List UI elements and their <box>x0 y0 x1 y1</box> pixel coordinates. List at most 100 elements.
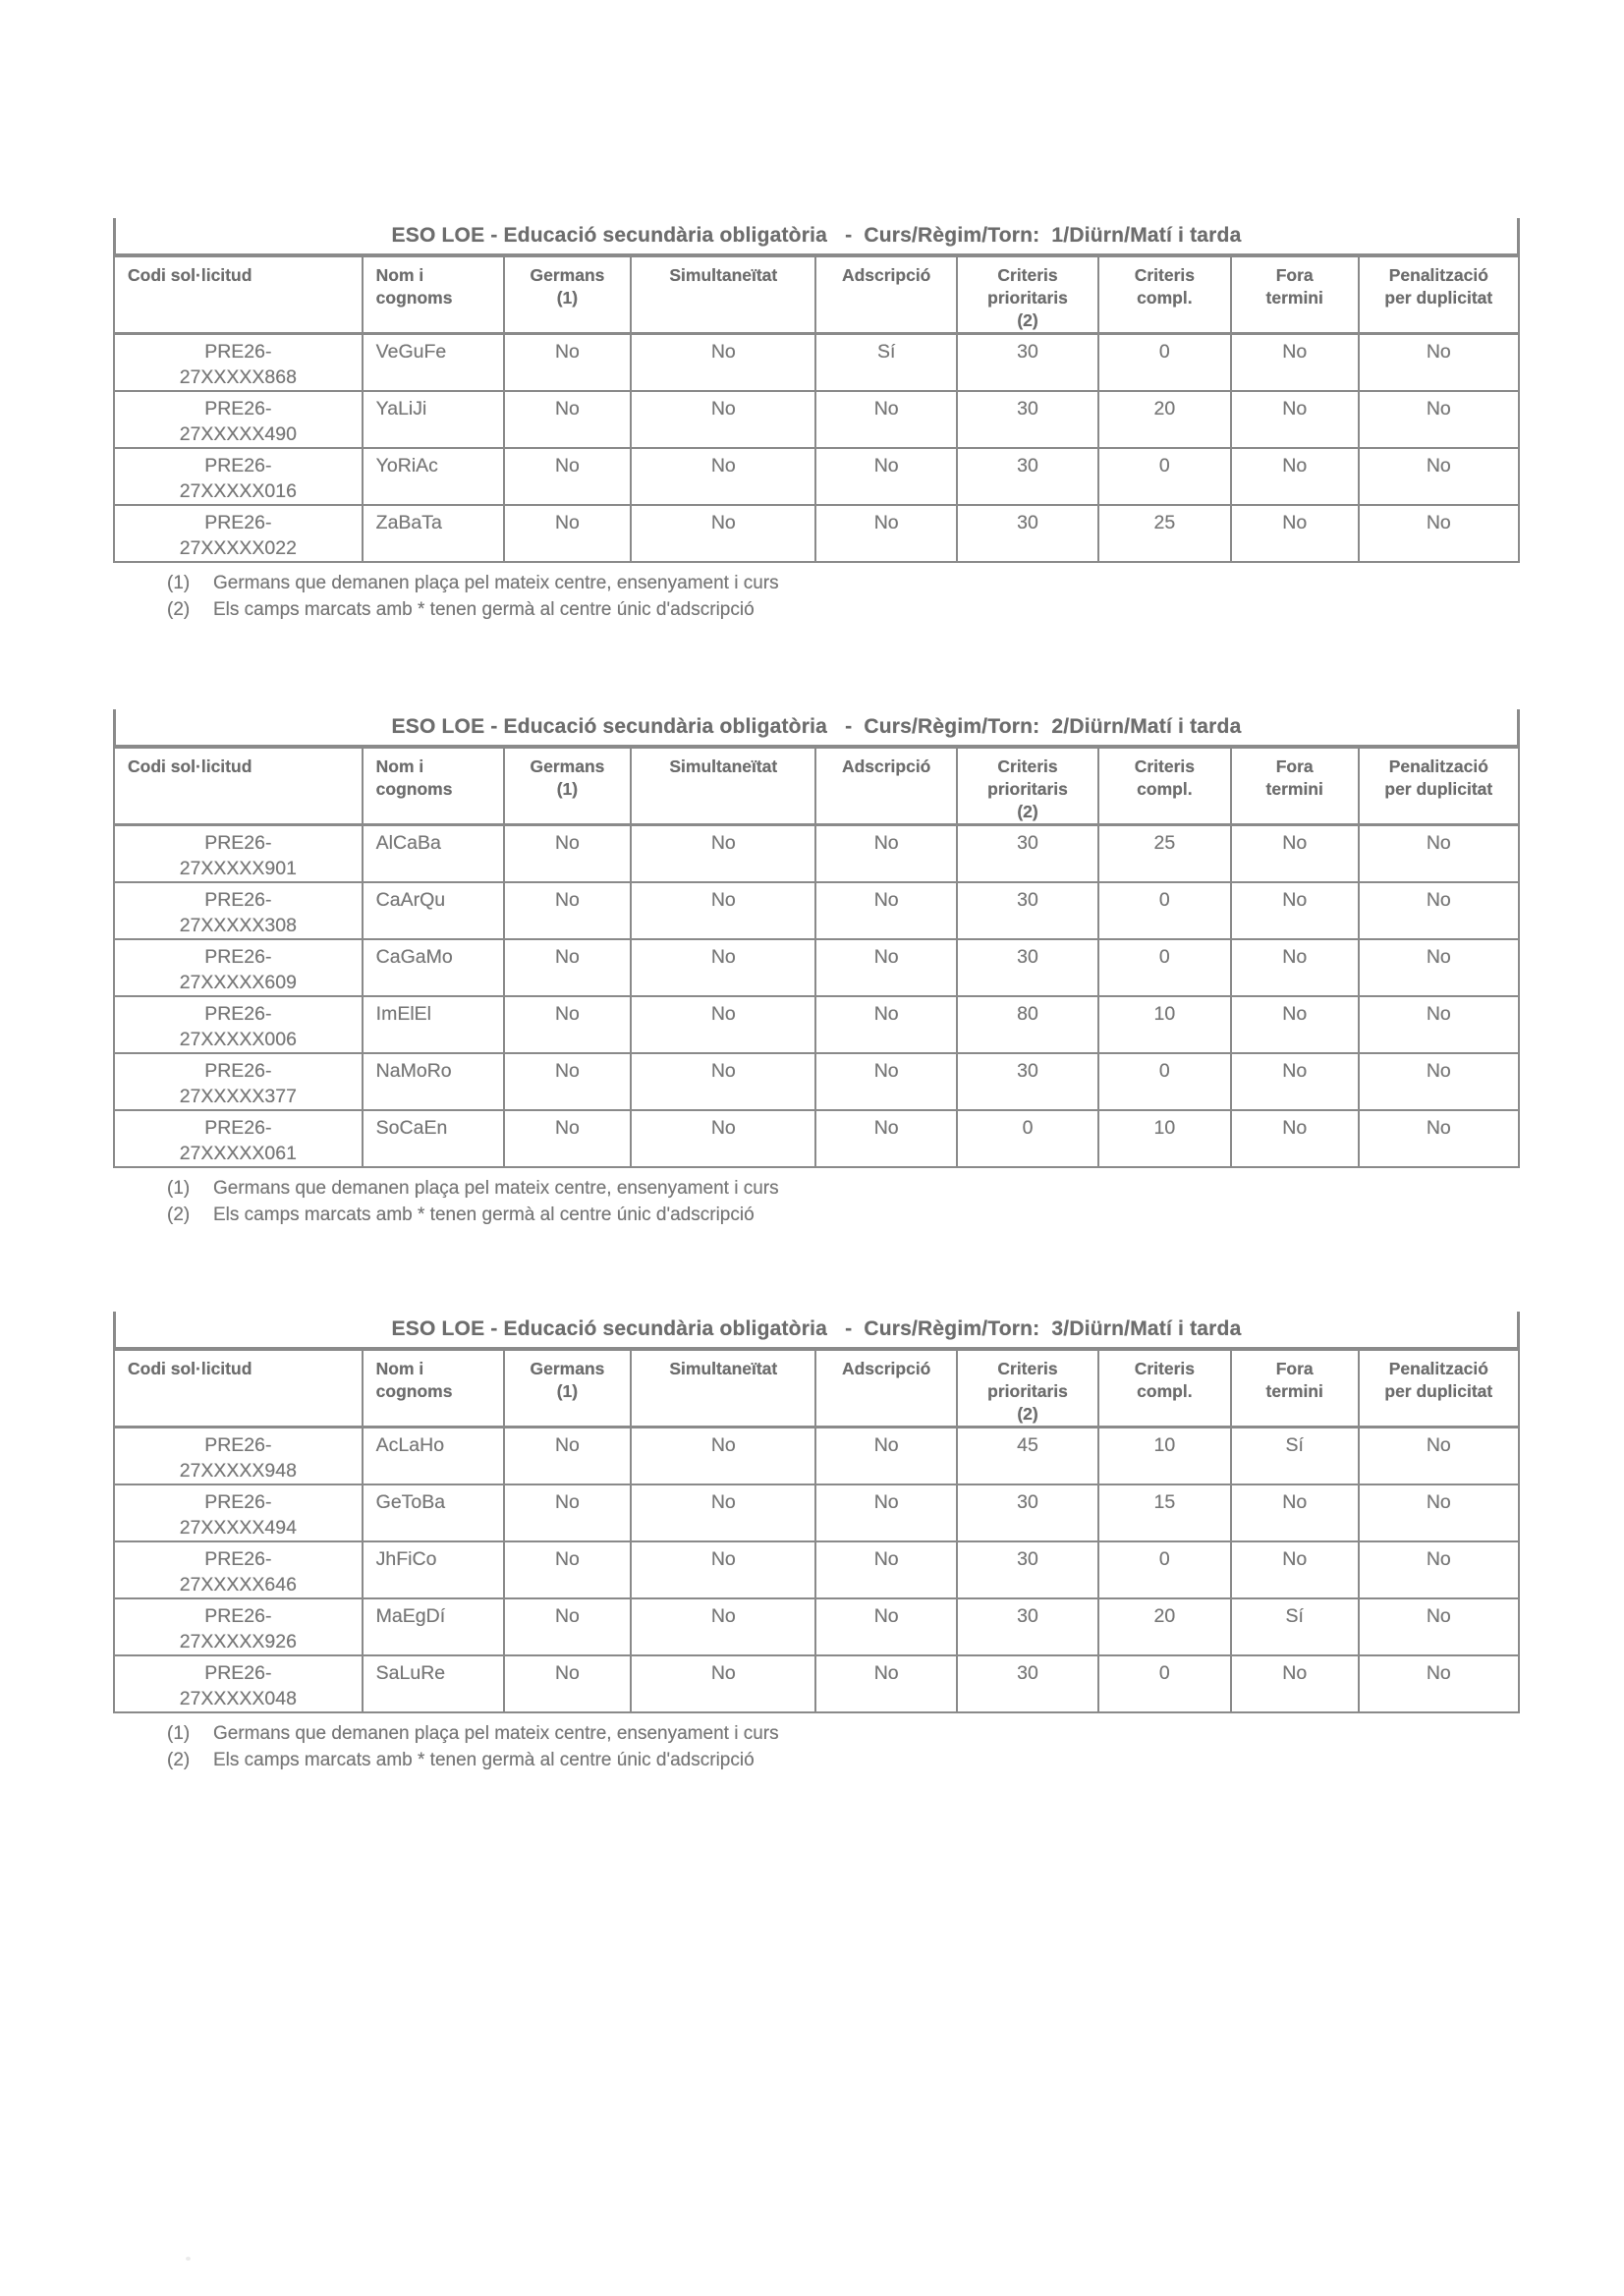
table-row: PRE26- 27XXXXX006 ImElEl No No No 80 10 No No <box>113 995 1521 1054</box>
footnote-text: Germans que demanen plaça pel mateix cen… <box>213 573 779 593</box>
adscripcio-cell: No <box>814 1540 959 1599</box>
footnote-text: Els camps marcats amb * tenen germà al c… <box>213 1749 755 1770</box>
footnotes: (1) Germans que demanen plaça pel mateix… <box>113 1721 1520 1773</box>
germans-cell: No <box>502 1052 633 1111</box>
criteris-prioritaris-cell: 30 <box>956 390 1099 449</box>
header-row: Codi sol·licitud Nom i cognoms Germans (1)… <box>113 1351 1521 1428</box>
column-header-codi-sollicitud: Codi sol·licitud <box>113 257 364 335</box>
germans-cell: No <box>502 1109 633 1168</box>
fora-termini-cell: No <box>1229 447 1360 506</box>
footnote-marker: (2) <box>167 598 191 620</box>
fora-termini-cell: No <box>1229 1109 1360 1168</box>
column-header-fora-termini: Fora termini <box>1229 749 1360 826</box>
adscripcio-cell: No <box>814 1426 959 1485</box>
table-body: PRE26- 27XXXXX868 VeGuFe No No Sí 30 0 No No PRE2… <box>113 332 1521 563</box>
footnote-text: Germans que demanen plaça pel mateix cen… <box>213 1723 779 1744</box>
nom-cognoms-cell: VeGuFe <box>361 332 505 392</box>
criteris-compl-cell: 0 <box>1096 881 1232 940</box>
codi-sollicitud-cell: PRE26- 27XXXXX490 <box>113 390 364 449</box>
penalitzacio-duplicitat-cell: No <box>1357 1597 1521 1656</box>
codi-sollicitud-cell: PRE26- 27XXXXX016 <box>113 447 364 506</box>
criteris-prioritaris-cell: 30 <box>956 1484 1099 1542</box>
criteris-compl-cell: 0 <box>1096 1654 1232 1713</box>
column-header-simultaneitat: Simultaneïtat <box>630 1351 817 1428</box>
adscripcio-cell: No <box>814 1052 959 1111</box>
codi-sollicitud-cell: PRE26- 27XXXXX609 <box>113 938 364 997</box>
table-row: PRE26- 27XXXXX048 SaLuRe No No No 30 0 No No <box>113 1654 1521 1713</box>
criteris-prioritaris-cell: 0 <box>956 1109 1099 1168</box>
column-header-penalitzacio-duplicitat: Penalització per duplicitat <box>1357 749 1521 826</box>
table-row: PRE26- 27XXXXX061 SoCaEn No No No 0 10 No No <box>113 1109 1521 1168</box>
table-row: PRE26- 27XXXXX646 JhFiCo No No No 30 0 No No <box>113 1540 1521 1599</box>
column-header-simultaneitat: Simultaneïtat <box>630 749 817 826</box>
codi-sollicitud-cell: PRE26- 27XXXXX061 <box>113 1109 364 1168</box>
fora-termini-cell: No <box>1229 1484 1360 1542</box>
column-header-penalitzacio-duplicitat: Penalització per duplicitat <box>1357 1351 1521 1428</box>
criteris-prioritaris-cell: 30 <box>956 504 1099 563</box>
simultaneitat-cell: No <box>630 1597 817 1656</box>
nom-cognoms-cell: YoRiAc <box>361 447 505 506</box>
column-header-germans: Germans (1) <box>502 257 633 335</box>
germans-cell: No <box>502 504 633 563</box>
header-row: Codi sol·licitud Nom i cognoms Germans (1)… <box>113 749 1521 826</box>
column-header-adscripcio: Adscripció <box>814 749 959 826</box>
fora-termini-cell: Sí <box>1229 1597 1360 1656</box>
column-header-criteris-compl: Criteris compl. <box>1096 257 1232 335</box>
criteris-prioritaris-cell: 30 <box>956 1654 1099 1713</box>
fora-termini-cell: No <box>1229 938 1360 997</box>
footnote-1: (1) Germans que demanen plaça pel mateix… <box>167 1721 1520 1748</box>
footnote-2: (2) Els camps marcats amb * tenen germà … <box>167 597 1520 624</box>
column-header-nom-cognoms: Nom i cognoms <box>361 257 505 335</box>
table-title: ESO LOE - Educació secundària obligatòri… <box>113 218 1520 257</box>
fora-termini-cell: No <box>1229 881 1360 940</box>
fora-termini-cell: Sí <box>1229 1426 1360 1485</box>
criteris-prioritaris-cell: 30 <box>956 938 1099 997</box>
simultaneitat-cell: No <box>630 1654 817 1713</box>
table-row: PRE26- 27XXXXX868 VeGuFe No No Sí 30 0 No No <box>113 332 1521 392</box>
criteris-compl-cell: 0 <box>1096 447 1232 506</box>
simultaneitat-cell: No <box>630 995 817 1054</box>
footnote-text: Germans que demanen plaça pel mateix cen… <box>213 1178 779 1199</box>
adscripcio-cell: No <box>814 938 959 997</box>
adscripcio-cell: No <box>814 1484 959 1542</box>
adscripcio-cell: No <box>814 823 959 883</box>
germans-cell: No <box>502 390 633 449</box>
codi-sollicitud-cell: PRE26- 27XXXXX048 <box>113 1654 364 1713</box>
column-header-germans: Germans (1) <box>502 1351 633 1428</box>
penalitzacio-duplicitat-cell: No <box>1357 390 1521 449</box>
criteris-prioritaris-cell: 30 <box>956 1540 1099 1599</box>
table-row: PRE26- 27XXXXX377 NaMoRo No No No 30 0 No No <box>113 1052 1521 1111</box>
nom-cognoms-cell: CaGaMo <box>361 938 505 997</box>
table-body: PRE26- 27XXXXX901 AlCaBa No No No 30 25 No No PRE… <box>113 823 1521 1168</box>
codi-sollicitud-cell: PRE26- 27XXXXX308 <box>113 881 364 940</box>
nom-cognoms-cell: SaLuRe <box>361 1654 505 1713</box>
germans-cell: No <box>502 823 633 883</box>
table-row: PRE26- 27XXXXX494 GeToBa No No No 30 15 No No <box>113 1484 1521 1542</box>
scan-artifact-dot <box>186 2257 191 2261</box>
codi-sollicitud-cell: PRE26- 27XXXXX868 <box>113 332 364 392</box>
fora-termini-cell: No <box>1229 1540 1360 1599</box>
criteris-prioritaris-cell: 30 <box>956 1597 1099 1656</box>
column-header-nom-cognoms: Nom i cognoms <box>361 749 505 826</box>
fora-termini-cell: No <box>1229 823 1360 883</box>
footnote-text: Els camps marcats amb * tenen germà al c… <box>213 1204 755 1225</box>
footnote-text: Els camps marcats amb * tenen germà al c… <box>213 598 755 620</box>
simultaneitat-cell: No <box>630 1426 817 1485</box>
table-row: PRE26- 27XXXXX609 CaGaMo No No No 30 0 No No <box>113 938 1521 997</box>
admissions-grid: Codi sol·licitud Nom i cognoms Germans (1)… <box>113 749 1521 1168</box>
column-header-criteris-prioritaris: Criteris prioritaris (2) <box>956 257 1099 335</box>
table-body: PRE26- 27XXXXX948 AcLaHo No No No 45 10 Sí No PRE… <box>113 1426 1521 1713</box>
fora-termini-cell: No <box>1229 390 1360 449</box>
footnotes: (1) Germans que demanen plaça pel mateix… <box>113 1176 1520 1228</box>
criteris-prioritaris-cell: 30 <box>956 823 1099 883</box>
criteris-compl-cell: 10 <box>1096 1109 1232 1168</box>
criteris-compl-cell: 15 <box>1096 1484 1232 1542</box>
simultaneitat-cell: No <box>630 881 817 940</box>
adscripcio-cell: No <box>814 447 959 506</box>
footnote-2: (2) Els camps marcats amb * tenen germà … <box>167 1748 1520 1774</box>
column-header-fora-termini: Fora termini <box>1229 257 1360 335</box>
column-header-germans: Germans (1) <box>502 749 633 826</box>
column-header-adscripcio: Adscripció <box>814 1351 959 1428</box>
simultaneitat-cell: No <box>630 390 817 449</box>
